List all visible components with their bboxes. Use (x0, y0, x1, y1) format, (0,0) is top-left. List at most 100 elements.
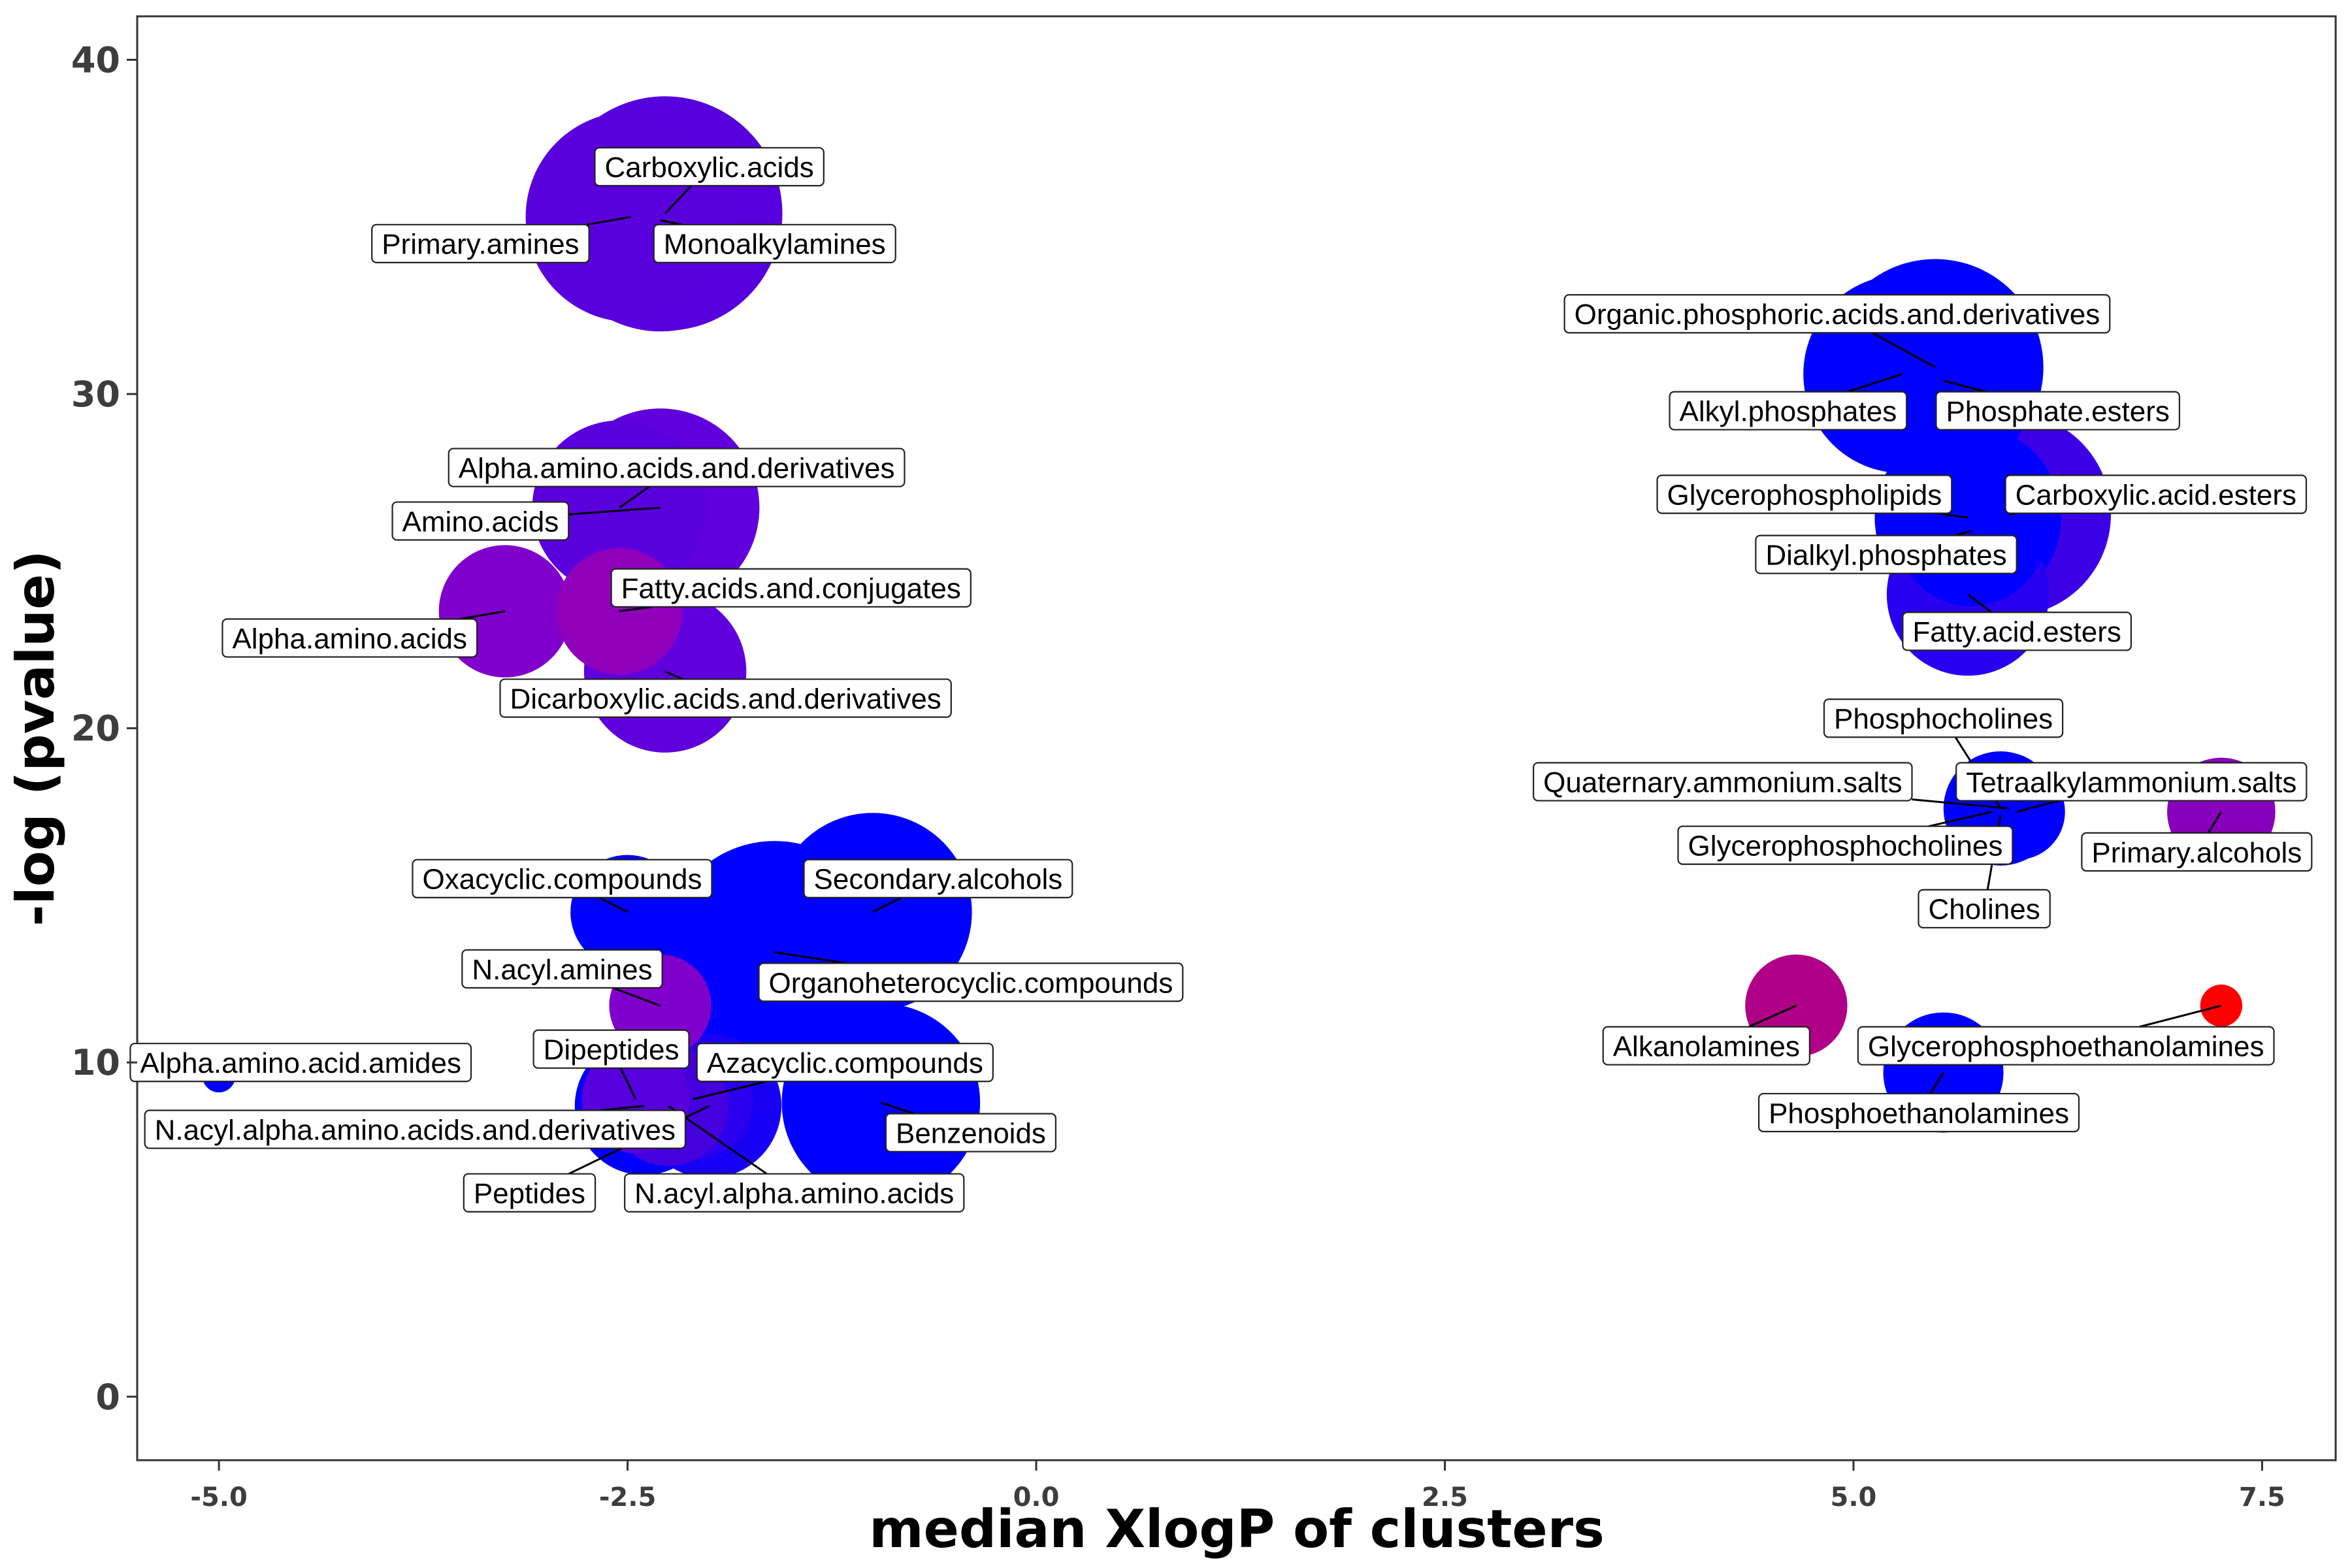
label-leader-line (2016, 800, 2060, 813)
label-leader-line (1955, 530, 1972, 537)
y-tick-label: 40 (71, 40, 120, 81)
bubble-label-text: Organoheterocyclic.compounds (769, 967, 1173, 999)
bubble-label-text: Glycerophosphoethanolamines (1868, 1030, 2264, 1062)
bubble-label-layer: Carboxylic.acids Primary.amines Monoalkyla… (129, 147, 2313, 1213)
label-leader-line (568, 506, 661, 515)
label-leader-line (612, 987, 661, 1007)
bubble-label-box (1918, 889, 2051, 929)
bubble-label-box (391, 501, 570, 541)
y-tick-label: 0 (95, 1377, 120, 1418)
label-leader-line (1928, 811, 1993, 828)
bubble-label-box (1935, 391, 2181, 431)
bubble-label-box (499, 678, 952, 718)
label-leader-line (1871, 332, 1936, 368)
bubble-label-box (412, 858, 713, 899)
y-tick-label: 30 (71, 374, 120, 415)
bubble-label-box (1602, 1026, 1810, 1066)
label-leader-line (660, 219, 683, 226)
label-leader-line (664, 670, 683, 680)
bubble-label-box (1955, 762, 2308, 802)
bubble-label-box (2081, 832, 2313, 872)
label-leader-line (693, 1080, 767, 1100)
x-tick-label: 2.5 (1422, 1482, 1468, 1512)
bubble-label-text: Alkyl.phosphates (1680, 395, 1897, 427)
label-leader-line (459, 610, 506, 620)
bubble-label-text: Cholines (1928, 894, 2040, 926)
x-axis: -5.0 -2.5 0.0 2.5 5.0 7.5 (190, 1460, 2285, 1512)
bubble-label-box (610, 568, 972, 608)
bubble-label-text: Dipeptides (544, 1034, 679, 1066)
label-leader-line (587, 216, 631, 226)
bubble-label-text: Amino.acids (402, 506, 559, 538)
bubble-label-text: Dicarboxylic.acids.and.derivatives (510, 683, 941, 715)
bubble-label-box (2004, 474, 2308, 514)
label-leader-line (619, 1068, 637, 1100)
y-axis: 0 10 20 30 40 (71, 40, 137, 1418)
bubble-label-box (221, 618, 478, 658)
bubble-label-box (371, 223, 590, 264)
bubble-label-text: Dialkyl.phosphates (1765, 539, 2006, 571)
label-leader-line (774, 951, 847, 964)
label-leader-line (2139, 1004, 2222, 1028)
bubble-label-text: Oxacyclic.compounds (423, 864, 702, 896)
bubble-label-box (696, 1043, 994, 1083)
bubble-label-box (1857, 1026, 2275, 1066)
bubble-label-box (1755, 534, 2017, 574)
bubble-label-text: Benzenoids (896, 1117, 1046, 1149)
bubble-label-text: Glycerophospholipids (1667, 479, 1942, 511)
bubble-label-text: Alpha.amino.acid.amides (140, 1047, 461, 1079)
label-leader-line (600, 1105, 644, 1111)
x-tick-label: -5.0 (190, 1482, 247, 1512)
label-leader-line (2207, 811, 2223, 834)
bubble-label-text: Phosphate.esters (1946, 395, 2169, 427)
bubble-label-box (463, 1173, 596, 1213)
bubble-label-text: Organic.phosphoric.acids.and.derivatives (1575, 299, 2100, 331)
bubble-label-box (1902, 612, 2132, 651)
bubble-label-text: Primary.amines (382, 229, 579, 261)
bubble-label-text: Carboxylic.acids (604, 152, 813, 184)
bubble-label-text: Glycerophosphocholines (1688, 830, 2003, 862)
bubble-label-text: Peptides (474, 1178, 585, 1210)
bubble-label-box (1823, 698, 2064, 738)
label-leader-line (872, 896, 902, 913)
label-leader-line (1846, 372, 1903, 393)
bubble-label-text: N.acyl.alpha.amino.acids (634, 1178, 954, 1210)
x-tick-label: -2.5 (599, 1482, 656, 1512)
label-leader-line (619, 485, 651, 509)
label-leader-line (1748, 1004, 1797, 1028)
label-leader-line (664, 185, 693, 214)
label-leader-line (1929, 1071, 1944, 1094)
bubble-point (556, 548, 683, 675)
bubble-label-box (624, 1173, 965, 1213)
bubble-label-box (1533, 762, 1913, 802)
bubble-label-box (1669, 391, 1908, 431)
label-leader-line (1943, 380, 1986, 393)
bubble-label-text: Monoalkylamines (664, 229, 886, 261)
bubble-label-box (653, 223, 896, 264)
label-leader-line (1936, 512, 1968, 519)
bubble-label-text: Secondary.alcohols (814, 864, 1063, 896)
bubble-label-text: Alpha.amino.acids (232, 623, 467, 655)
label-leader-line (619, 606, 652, 613)
label-leader-line (1912, 798, 2009, 809)
label-leader-line (598, 896, 629, 913)
bubble-label-text: Fatty.acid.esters (1912, 616, 2121, 648)
bubble-label-text: Quaternary.ammonium.salts (1543, 766, 1902, 798)
x-tick-label: 7.5 (2239, 1482, 2285, 1512)
label-leader-line (880, 1102, 915, 1115)
bubble-label-box (448, 448, 906, 487)
bubble-label-box (803, 858, 1073, 899)
x-tick-label: 5.0 (1831, 1482, 1877, 1512)
y-axis-title: -log (pvalue) (5, 550, 66, 926)
x-axis-title: median XlogP of clusters (869, 1499, 1605, 1560)
bubble-label-text: N.acyl.amines (472, 954, 652, 986)
bubble-label-text: Azacyclic.compounds (707, 1047, 983, 1079)
bubble-label-text: Alkanolamines (1613, 1030, 1800, 1062)
bubble-label-box (758, 962, 1184, 1002)
bubble-label-text: Carboxylic.acid.esters (2016, 479, 2296, 511)
bubble-label-box (1757, 1092, 2080, 1133)
bubble-label-box (532, 1029, 690, 1069)
bubble-label-box (461, 949, 663, 989)
bubble-label-box (144, 1109, 687, 1149)
